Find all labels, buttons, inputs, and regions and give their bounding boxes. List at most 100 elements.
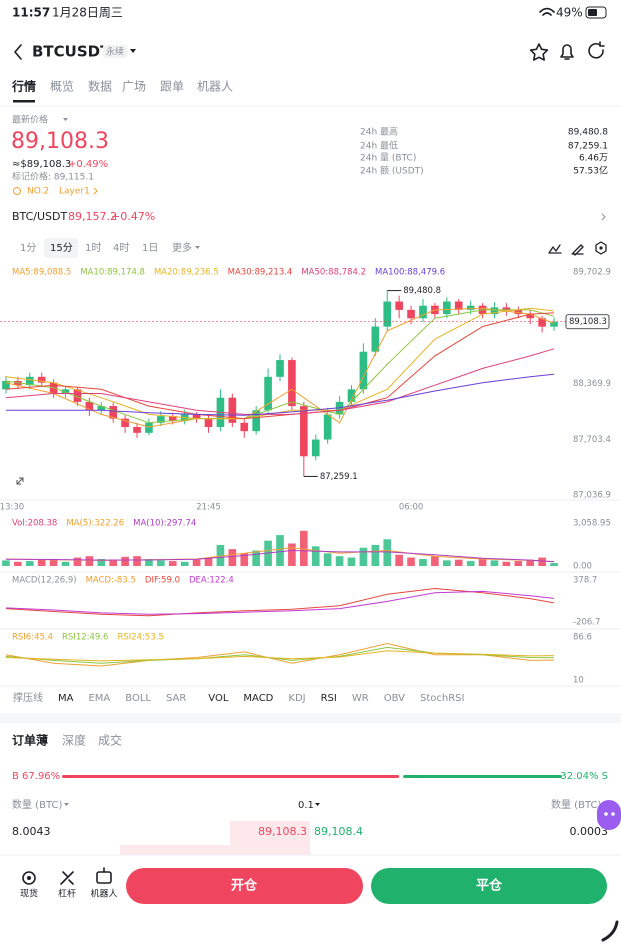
close-label[interactable]: 平仓 — [476, 878, 503, 894]
legend-item: MACD(12,26,9) — [12, 576, 77, 586]
indicator-tab[interactable]: RSI — [321, 693, 337, 704]
volume-bar — [466, 561, 475, 566]
qty-header: 数量 (BTC) — [551, 798, 601, 811]
fullscreen-button[interactable] — [16, 477, 24, 485]
ratio-bar — [62, 775, 562, 778]
indicator-button[interactable] — [548, 244, 562, 254]
wifi-icon — [539, 7, 555, 16]
volume-bar — [288, 543, 296, 566]
sector[interactable]: Layer1 — [59, 187, 90, 197]
legend-item: RSI12:49.6 — [62, 633, 108, 643]
volume-bar — [180, 561, 189, 566]
candle-body — [228, 397, 237, 423]
extreme-label: 89,480.8 — [403, 286, 441, 296]
indicator-tab[interactable]: 撑压线 — [13, 691, 43, 704]
indicator-tab[interactable]: VOL — [208, 693, 229, 704]
alert-button[interactable] — [560, 44, 574, 60]
candle-body — [514, 309, 523, 315]
indicator-tab[interactable]: BOLL — [125, 693, 151, 704]
legend-item: DEA:122.4 — [189, 576, 234, 586]
indicator-tab[interactable]: MACD — [243, 693, 273, 704]
candle-body — [288, 360, 296, 407]
indicator-tab[interactable]: WR — [352, 693, 369, 704]
tool-label[interactable]: 现货 — [20, 888, 38, 900]
tab[interactable]: 跟单 — [160, 80, 184, 94]
candle-body — [85, 401, 94, 411]
indicator-tab[interactable]: EMA — [88, 693, 110, 704]
rank[interactable]: NO.2 — [27, 187, 49, 197]
book-tab[interactable]: 深度 — [62, 733, 86, 748]
open-label[interactable]: 开仓 — [231, 878, 258, 894]
volume-bar — [109, 559, 118, 566]
battery-fill — [588, 9, 597, 16]
sell-bar — [403, 775, 562, 778]
tab[interactable]: 行情 — [11, 79, 36, 94]
book-tab[interactable]: 订单薄 — [12, 733, 48, 748]
y-tick-label: 89,702.9 — [573, 268, 611, 278]
legend-item: MACD:-83.5 — [86, 576, 136, 586]
settings-button[interactable] — [595, 241, 607, 255]
indicator-tab[interactable]: StochRSI — [420, 693, 464, 704]
candle-body — [168, 416, 177, 422]
candle-body — [276, 360, 284, 377]
leverage-icon — [60, 871, 74, 885]
candle-body — [526, 314, 535, 319]
precision[interactable]: 0.1 — [298, 800, 314, 811]
x-tick-label: 21:45 — [196, 503, 221, 513]
volume-bar — [2, 560, 10, 566]
favorite-button[interactable] — [529, 43, 549, 61]
indicator-tab[interactable]: KDJ — [288, 693, 305, 704]
candle-body — [73, 389, 82, 402]
home-indicator — [601, 920, 619, 942]
spot-pair[interactable]: BTC/USDT — [12, 210, 68, 223]
tool-label[interactable]: 杠杆 — [58, 888, 76, 900]
interval[interactable]: 更多 — [172, 241, 192, 254]
close-button[interactable] — [371, 868, 607, 904]
indicator-tab[interactable]: OBV — [384, 693, 405, 704]
charts: 89,702.9 88,369.9 87,703.4 87,036.9 13:30 21:… — [0, 268, 611, 686]
y-tick-label: 86.6 — [573, 633, 592, 643]
buy-bar — [62, 775, 400, 778]
tab[interactable]: 数据 — [88, 79, 112, 94]
tab[interactable]: 概览 — [50, 79, 74, 94]
ask-qty: 0.0003 — [570, 825, 609, 838]
open-button[interactable] — [126, 868, 363, 904]
candle-body — [538, 318, 546, 327]
draw-button[interactable] — [571, 244, 584, 256]
book-tab[interactable]: 成交 — [98, 733, 122, 748]
volume-bar — [359, 547, 368, 566]
volume-bar — [168, 561, 177, 566]
symbol[interactable]: BTCUSDT — [32, 43, 111, 61]
volume-bar — [37, 559, 46, 566]
interval[interactable]: 1时 — [85, 242, 101, 254]
indicator-line — [5, 549, 555, 563]
interval[interactable]: 1日 — [142, 243, 158, 254]
legend-item: RSI6:45.4 — [12, 633, 53, 643]
interval[interactable]: 15分 — [50, 242, 73, 254]
spot-chevron[interactable] — [601, 213, 606, 221]
section-gap — [0, 713, 621, 723]
back-button[interactable] — [14, 44, 22, 60]
candle-body — [2, 380, 10, 390]
interval[interactable]: 4时 — [113, 242, 129, 254]
indicator-line — [5, 587, 555, 617]
tab[interactable]: 广场 — [122, 80, 146, 94]
assistant-button[interactable] — [597, 800, 621, 830]
indicator-line — [5, 309, 555, 424]
interval[interactable]: 1分 — [20, 242, 36, 254]
volume-bar — [550, 563, 558, 566]
candle-body — [97, 406, 106, 411]
caret — [64, 803, 69, 806]
price-label[interactable]: 最新价格 — [12, 114, 48, 126]
share-button[interactable] — [588, 41, 605, 59]
indicator-tab[interactable]: MA — [58, 693, 74, 704]
indicator-tab[interactable]: SAR — [166, 693, 186, 704]
tool-label[interactable]: 机器人 — [90, 888, 117, 900]
symbol-dropdown[interactable] — [130, 49, 136, 53]
y-tick-label: 87,703.4 — [573, 435, 611, 445]
battery-level: 49% — [556, 6, 583, 20]
tab[interactable]: 机器人 — [197, 80, 233, 94]
y-tick-label: 87,036.9 — [573, 491, 611, 501]
candle-body — [311, 439, 320, 457]
